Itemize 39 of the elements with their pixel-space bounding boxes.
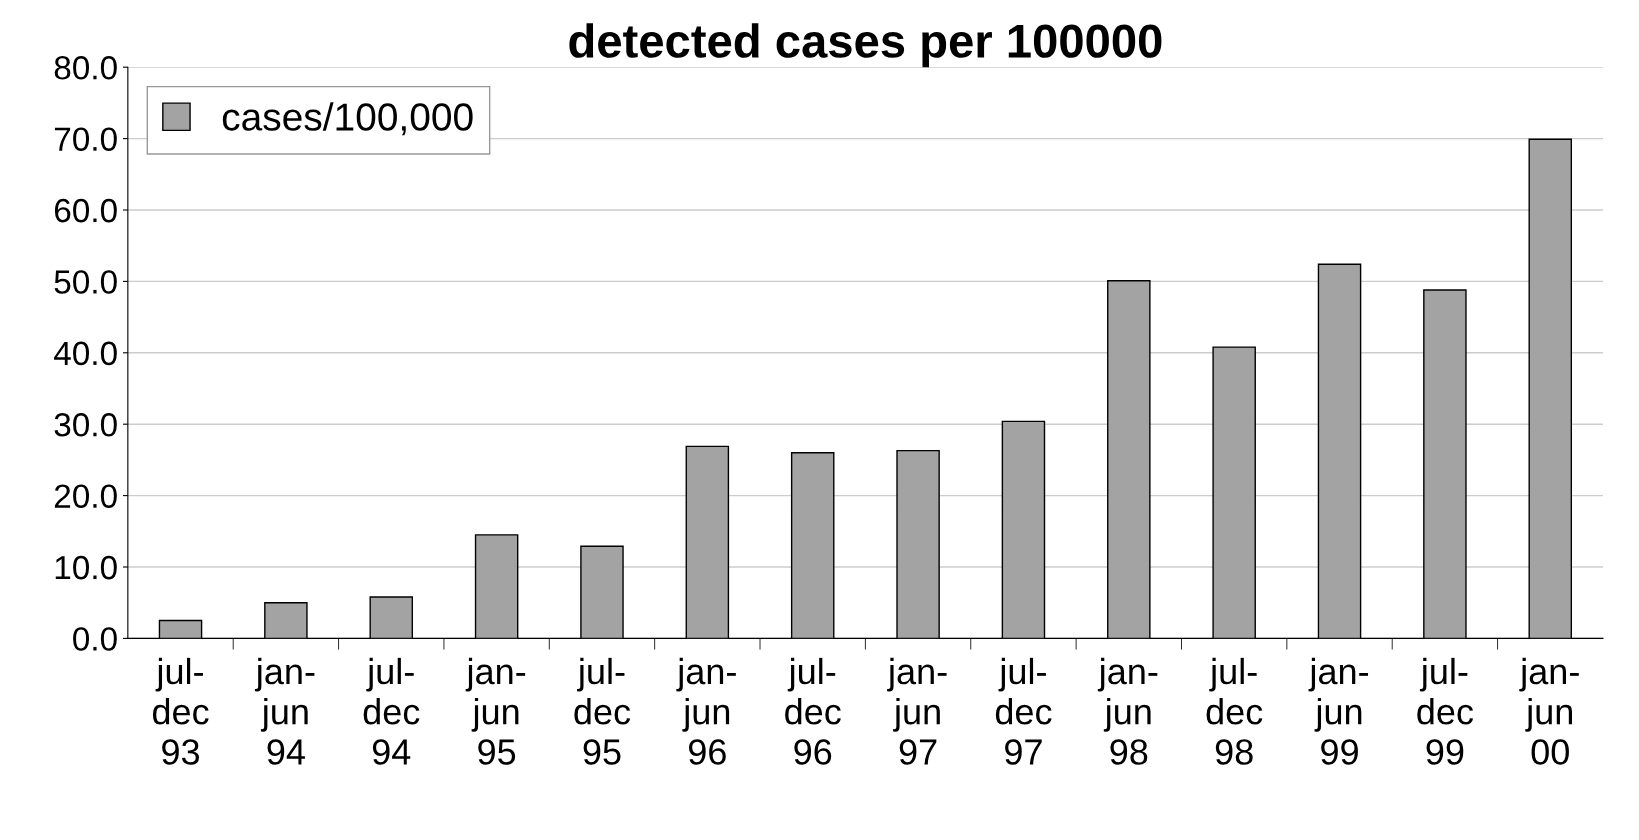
x-tick-label: jan- jun 95 bbox=[465, 657, 526, 765]
x-tick-label: jan- jun 00 bbox=[1519, 657, 1579, 765]
x-tick-label: jul- dec 99 bbox=[1417, 657, 1474, 765]
bar bbox=[580, 545, 624, 639]
x-tick-label: jan- jun 98 bbox=[1097, 657, 1158, 765]
y-tick-label: 10.0 bbox=[55, 555, 117, 580]
chart-title: detected cases per 100000 bbox=[569, 23, 1162, 68]
x-tick-label: jan- jun 97 bbox=[887, 657, 947, 765]
bar bbox=[1212, 346, 1256, 639]
bar bbox=[264, 602, 308, 639]
x-tick-label: jan- jun 96 bbox=[676, 657, 736, 765]
x-tick-label: jan- jun 94 bbox=[254, 657, 315, 765]
y-tick-label: 80.0 bbox=[54, 56, 117, 80]
bar bbox=[1107, 279, 1151, 639]
bar bbox=[790, 452, 835, 639]
x-tick-label: jul- dec 98 bbox=[1206, 657, 1263, 765]
bar bbox=[685, 445, 730, 639]
bar bbox=[474, 534, 519, 639]
x-tick-label: jan- jun 99 bbox=[1308, 657, 1369, 765]
bar bbox=[158, 619, 203, 639]
x-tick-label: jul- dec 97 bbox=[995, 657, 1052, 765]
x-tick-label: jul- dec 96 bbox=[785, 657, 841, 765]
bar bbox=[1001, 420, 1046, 639]
legend-label: cases/100,000 bbox=[222, 102, 473, 136]
y-tick-label: 30.0 bbox=[54, 413, 117, 437]
bar bbox=[369, 596, 414, 639]
bar bbox=[1317, 263, 1362, 639]
bar bbox=[896, 449, 940, 639]
y-tick-label: 40.0 bbox=[54, 341, 117, 366]
y-tick-label: 20.0 bbox=[54, 484, 117, 509]
y-tick-label: 50.0 bbox=[54, 270, 117, 294]
y-tick-label: 70.0 bbox=[54, 127, 117, 152]
bar bbox=[1528, 138, 1573, 639]
x-tick-label: jul- dec 95 bbox=[574, 657, 631, 765]
y-tick-label: 0.0 bbox=[73, 627, 117, 651]
x-tick-label: jul- dec 93 bbox=[152, 657, 209, 765]
bar bbox=[1423, 289, 1467, 639]
x-tick-label: jul- dec 94 bbox=[363, 657, 420, 765]
y-tick-label: 60.0 bbox=[54, 198, 117, 223]
